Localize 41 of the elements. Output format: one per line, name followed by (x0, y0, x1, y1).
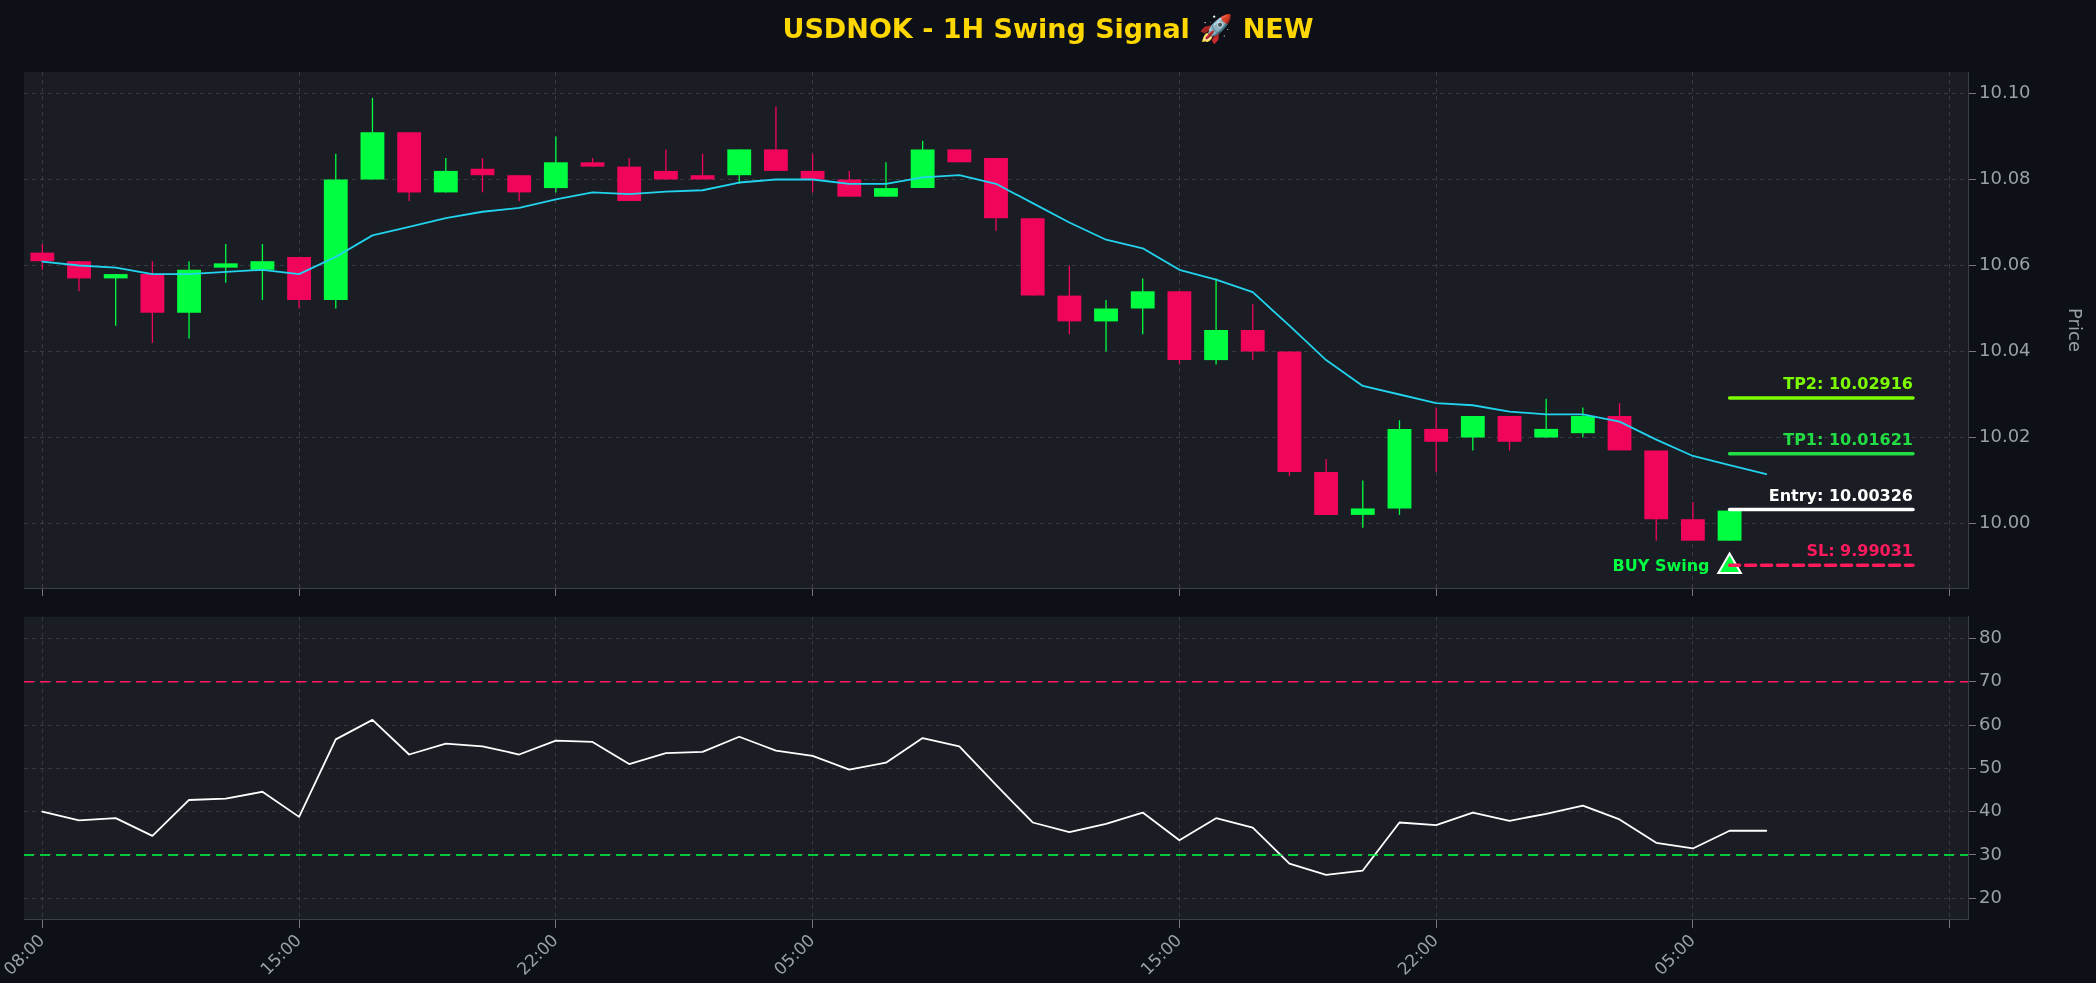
candlestick (653, 148, 678, 181)
candlestick (1094, 299, 1118, 353)
candlestick (690, 153, 715, 181)
candlestick (1460, 415, 1485, 452)
candlestick (1680, 501, 1705, 542)
candlestick (213, 243, 238, 284)
series-label: TP2: 10.02916 (1783, 374, 1913, 394)
y-axis-title: Price (2064, 308, 2086, 352)
candlestick (874, 161, 898, 198)
y-tick-label: 40 (1979, 799, 2002, 821)
series-label: TP1: 10.01621 (1783, 429, 1913, 449)
y-tick-label: 10.00 (1979, 511, 2031, 533)
candlestick (30, 243, 55, 271)
y-tick-label: 60 (1979, 712, 2002, 734)
series-label: SL: 9.99031 (1806, 541, 1913, 561)
chart-title: USDNOK - 1H Swing Signal 🚀 NEW (781, 12, 1315, 46)
candlestick (433, 157, 458, 194)
y-tick-label: 30 (1979, 842, 2002, 864)
y-tick-label: 10.06 (1979, 253, 2031, 275)
candlestick (1424, 406, 1449, 473)
y-tick-label: 20 (1979, 885, 2002, 907)
candlestick (507, 174, 532, 202)
y-tick-label: 80 (1979, 626, 2002, 648)
candlestick (470, 157, 495, 194)
candlestick (800, 153, 825, 194)
candlestick (1570, 406, 1595, 439)
y-tick-label: 50 (1979, 756, 2002, 778)
y-tick-label: 10.10 (1979, 81, 2031, 103)
candlestick (764, 105, 788, 172)
candlestick (1350, 479, 1375, 529)
candlestick (250, 243, 275, 301)
y-tick-label: 10.02 (1979, 425, 2031, 447)
candlestick (103, 273, 128, 327)
y-tick-label: 70 (1979, 669, 2002, 691)
candlestick (1130, 277, 1155, 335)
series-label: Entry: 10.00326 (1768, 485, 1913, 505)
series-label: BUY Swing (1612, 555, 1710, 575)
candlestick (1534, 398, 1559, 439)
y-tick-label: 10.08 (1979, 167, 2031, 189)
y-tick-label: 10.04 (1979, 339, 2031, 361)
candlestick (1240, 303, 1265, 361)
